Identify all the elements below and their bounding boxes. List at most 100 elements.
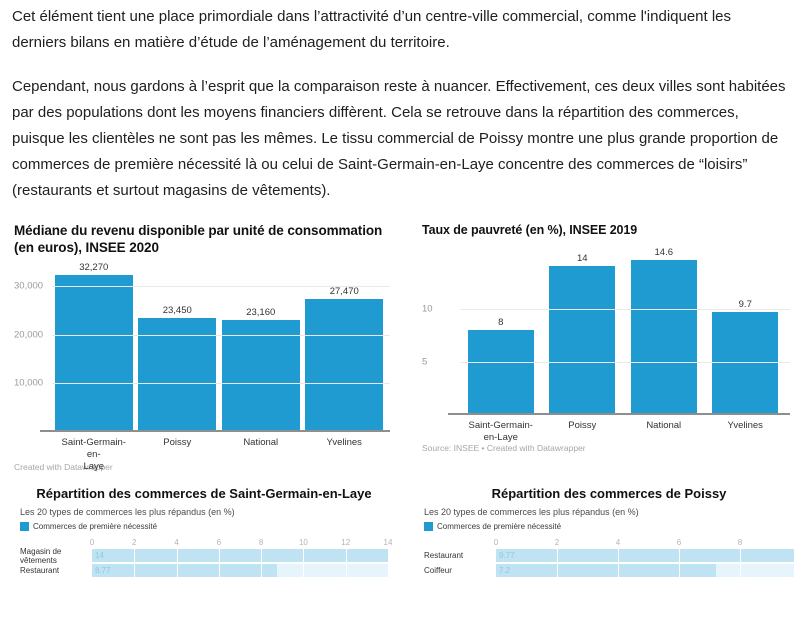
h-axis-tick-label: 6 xyxy=(216,538,222,547)
bar[interactable] xyxy=(138,318,217,432)
x-axis-tick-label: Saint-Germain-en-Laye xyxy=(468,420,533,443)
h-bar-row[interactable]: Magasin de vêtements 14 xyxy=(20,547,389,565)
h-gridline xyxy=(134,549,136,562)
bar[interactable] xyxy=(630,259,697,415)
bar-group[interactable]: 27,470 xyxy=(305,262,384,432)
h-bar-row[interactable]: Restaurant 8.77 xyxy=(20,564,389,577)
legend-label-sgl: Commerces de première nécessité xyxy=(33,522,158,531)
h-axis-tick-label: 0 xyxy=(493,538,499,547)
bar-value-label: 8 xyxy=(498,317,504,328)
h-axis-tick-label: 8 xyxy=(737,538,743,547)
paragraph-2: Cependant, nous gardons à l’esprit que l… xyxy=(12,78,786,199)
h-gridline xyxy=(388,564,389,577)
gridline xyxy=(460,361,790,363)
h-bar-row-label: Restaurant xyxy=(424,551,464,560)
h-gridline xyxy=(618,549,619,562)
h-gridline xyxy=(679,549,680,562)
h-bar-track: 7.2 xyxy=(496,564,794,577)
bar-value-label: 23,450 xyxy=(162,305,192,317)
article-body: Cet élément tient une place primordiale … xyxy=(0,0,800,204)
h-gridline xyxy=(176,564,178,577)
h-gridline xyxy=(303,564,305,577)
h-bar-fill[interactable] xyxy=(92,549,388,562)
legend-swatch-icon xyxy=(424,522,433,531)
y-axis-tick-label: 20,000 xyxy=(14,329,47,341)
h-bar-track: 9.77 xyxy=(496,549,794,562)
h-bar-row-label: Restaurant xyxy=(20,566,60,575)
h-gridline xyxy=(679,564,680,577)
x-axis-tick-label: Poissy xyxy=(163,437,192,448)
h-axis-tick-label: 4 xyxy=(615,538,621,547)
x-axis-tick-label: National xyxy=(243,437,279,448)
h-bar-row[interactable]: Restaurant 9.77 xyxy=(424,549,794,562)
x-axis-labels: Saint-Germain-en-Laye Poissy National Yveli… xyxy=(460,415,786,444)
gridline xyxy=(460,308,790,310)
h-bar-value-label: 7.2 xyxy=(499,566,511,575)
h-axis-tick-label: 12 xyxy=(341,538,351,547)
h-gridline xyxy=(261,564,263,577)
gridline xyxy=(52,383,390,385)
legend-swatch-icon xyxy=(20,522,29,531)
gridline xyxy=(52,334,390,336)
h-gridline xyxy=(261,549,263,562)
h-bar-value-label: 9.77 xyxy=(499,551,515,560)
bar-group[interactable]: 8 xyxy=(465,245,537,415)
bar[interactable] xyxy=(549,266,616,415)
h-bar-fill[interactable] xyxy=(92,564,278,577)
chart-title-pauvrete: Taux de pauvreté (en %), INSEE 2019 xyxy=(422,223,638,237)
h-bar-row-label: Coiffeur xyxy=(424,566,452,575)
h-axis-tick-label: 10 xyxy=(298,538,308,547)
bar[interactable] xyxy=(54,275,133,432)
bars-container: 32,270 23,450 23,160 27,470 xyxy=(52,262,386,432)
h-axis-tick-label: 4 xyxy=(174,538,179,547)
axis-baseline xyxy=(40,430,390,432)
x-axis-tick-label: Saint-Germain-en-Laye xyxy=(61,437,126,472)
chart-taux-pauvrete: Taux de pauvreté (en %), INSEE 2019 8 14 1… xyxy=(400,222,800,472)
h-chart-subtitle-sgl: Les 20 types de commerces les plus répan… xyxy=(20,507,235,517)
bar-group[interactable]: 9.7 xyxy=(709,245,781,415)
bar[interactable] xyxy=(305,298,384,432)
bar[interactable] xyxy=(221,319,300,432)
bar-group[interactable]: 14 xyxy=(546,245,618,415)
h-axis-tick-label: 2 xyxy=(554,538,560,547)
h-axis-tick-label: 0 xyxy=(89,538,95,547)
h-axis-tick-label: 8 xyxy=(258,538,264,547)
bar-value-label: 14.6 xyxy=(654,246,674,258)
chart-commerces-saint-germain: Répartition des commerces de Saint-Germa… xyxy=(0,486,400,579)
bar-group[interactable]: 32,270 xyxy=(54,262,133,432)
chart-footer-revenu: Created with Datawrapper xyxy=(14,462,113,472)
bar-group[interactable]: 23,160 xyxy=(221,262,300,432)
vertical-bar-plot-revenu: 32,270 23,450 23,160 27,470 Saint-Germain-e… xyxy=(14,262,390,472)
y-axis-tick-label: 5 xyxy=(422,356,431,368)
y-axis-tick-label: 10,000 xyxy=(14,377,47,389)
h-gridline xyxy=(557,564,558,577)
h-gridline xyxy=(218,564,220,577)
h-gridline xyxy=(218,549,220,562)
gridline xyxy=(52,286,390,288)
h-bar-value-label: 8.77 xyxy=(95,566,111,575)
chart-commerces-poissy: Répartition des commerces de Poissy Les … xyxy=(400,486,800,579)
x-axis-tick-label: Yvelines xyxy=(727,420,763,431)
h-axis-tick-label: 14 xyxy=(383,538,393,547)
bar-group[interactable]: 14.6 xyxy=(628,245,700,415)
bar-value-label: 14 xyxy=(576,253,588,265)
legend-sgl: Commerces de première nécessité xyxy=(20,522,388,531)
h-bar-fill[interactable] xyxy=(496,549,794,562)
legend-poissy: Commerces de première nécessité xyxy=(424,522,794,531)
bar[interactable] xyxy=(712,311,779,415)
h-bar-fill[interactable] xyxy=(496,564,716,577)
x-axis-tick-label: Yvelines xyxy=(326,437,362,448)
h-gridline xyxy=(176,549,178,562)
h-gridline xyxy=(134,564,136,577)
h-bar-row[interactable]: Coiffeur 7.2 xyxy=(424,564,794,577)
bar-group[interactable]: 23,450 xyxy=(138,262,217,432)
h-gridline xyxy=(345,564,347,577)
h-bar-value-label: 14 xyxy=(95,551,104,560)
chart-footer-pauvrete: Source: INSEE • Created with Datawrapper xyxy=(422,443,586,453)
charts-row-top: Médiane du revenu disponible par unité d… xyxy=(0,222,800,472)
x-axis-tick-label: National xyxy=(646,420,682,431)
bar-value-label: 27,470 xyxy=(329,285,359,297)
bar[interactable] xyxy=(467,330,534,415)
h-rows-poissy: Restaurant 9.77 Coiffeur 7.2 xyxy=(424,549,794,577)
h-chart-title-poissy: Répartition des commerces de Poissy xyxy=(491,486,727,501)
